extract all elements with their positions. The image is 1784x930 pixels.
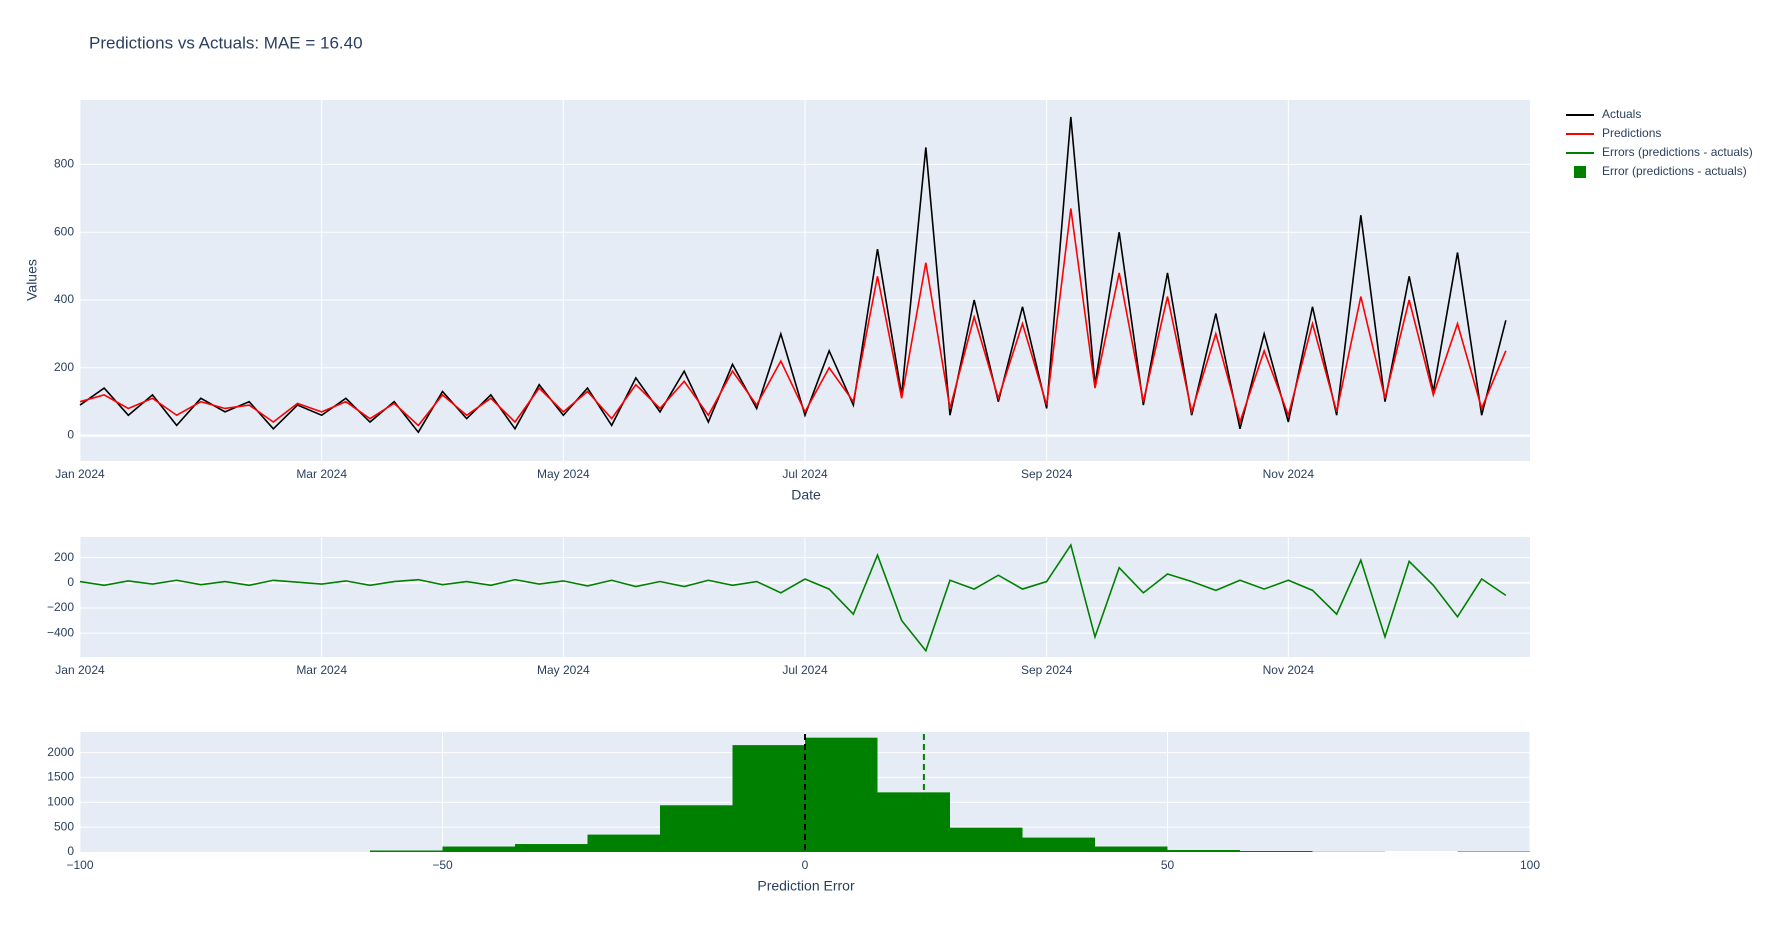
legend-label: Errors (predictions - actuals) xyxy=(1602,145,1753,159)
x-tick-label: −100 xyxy=(66,858,93,872)
x-tick-label: May 2024 xyxy=(537,663,590,677)
chart-title: Predictions vs Actuals: MAE = 16.40 xyxy=(89,33,363,52)
histogram-bar xyxy=(877,792,950,852)
y-tick-label: 0 xyxy=(67,844,74,858)
y-tick-label: 2000 xyxy=(47,745,74,759)
series-line xyxy=(79,543,1507,653)
y-tick-label: 400 xyxy=(54,292,74,306)
x-tick-label: 100 xyxy=(1520,858,1540,872)
histogram-bar xyxy=(370,850,443,852)
histogram-bar xyxy=(1095,846,1168,852)
y-tick-label: 1500 xyxy=(47,770,74,784)
x-tick-label: −50 xyxy=(432,858,453,872)
histogram-bar xyxy=(660,805,733,852)
x-tick-label: Sep 2024 xyxy=(1021,467,1073,481)
histogram-bar xyxy=(805,737,878,852)
y-tick-label: 600 xyxy=(54,224,74,238)
x-tick-label: Jul 2024 xyxy=(782,467,828,481)
series-line xyxy=(79,208,1507,427)
legend-label: Predictions xyxy=(1602,126,1661,140)
histogram-bar xyxy=(442,846,515,852)
histogram-bar xyxy=(1022,837,1095,852)
x-axis-title: Date xyxy=(791,487,821,503)
x-tick-label: Jan 2024 xyxy=(55,467,105,481)
x-tick-label: Mar 2024 xyxy=(296,663,347,677)
histogram-bar xyxy=(515,844,588,852)
x-tick-label: Nov 2024 xyxy=(1263,467,1315,481)
x-axis-title: Prediction Error xyxy=(757,878,855,894)
y-tick-label: 0 xyxy=(67,575,74,589)
series-line xyxy=(79,116,1507,434)
y-tick-label: 200 xyxy=(54,360,74,374)
legend-swatch xyxy=(1574,166,1586,178)
x-tick-label: May 2024 xyxy=(537,467,590,481)
x-tick-label: Jan 2024 xyxy=(55,663,105,677)
x-tick-label: Sep 2024 xyxy=(1021,663,1073,677)
y-tick-label: 0 xyxy=(67,428,74,442)
legend-label: Error (predictions - actuals) xyxy=(1602,164,1747,178)
x-tick-label: 0 xyxy=(802,858,809,872)
legend-label: Actuals xyxy=(1602,107,1641,121)
y-tick-label: 200 xyxy=(54,550,74,564)
histogram-bar xyxy=(587,834,660,852)
histogram-bar xyxy=(1240,851,1313,852)
y-tick-label: 500 xyxy=(54,819,74,833)
y-axis-title: Values xyxy=(24,259,40,301)
y-tick-label: 800 xyxy=(54,157,74,171)
y-tick-label: −200 xyxy=(47,600,74,614)
x-tick-label: Jul 2024 xyxy=(782,663,828,677)
x-tick-label: Nov 2024 xyxy=(1263,663,1315,677)
y-tick-label: 1000 xyxy=(47,794,74,808)
histogram-bar xyxy=(732,745,805,852)
y-tick-label: −400 xyxy=(47,625,74,639)
histogram-bar xyxy=(950,827,1023,852)
histogram-bar xyxy=(1167,850,1240,852)
x-tick-label: Mar 2024 xyxy=(296,467,347,481)
x-tick-label: 50 xyxy=(1161,858,1175,872)
